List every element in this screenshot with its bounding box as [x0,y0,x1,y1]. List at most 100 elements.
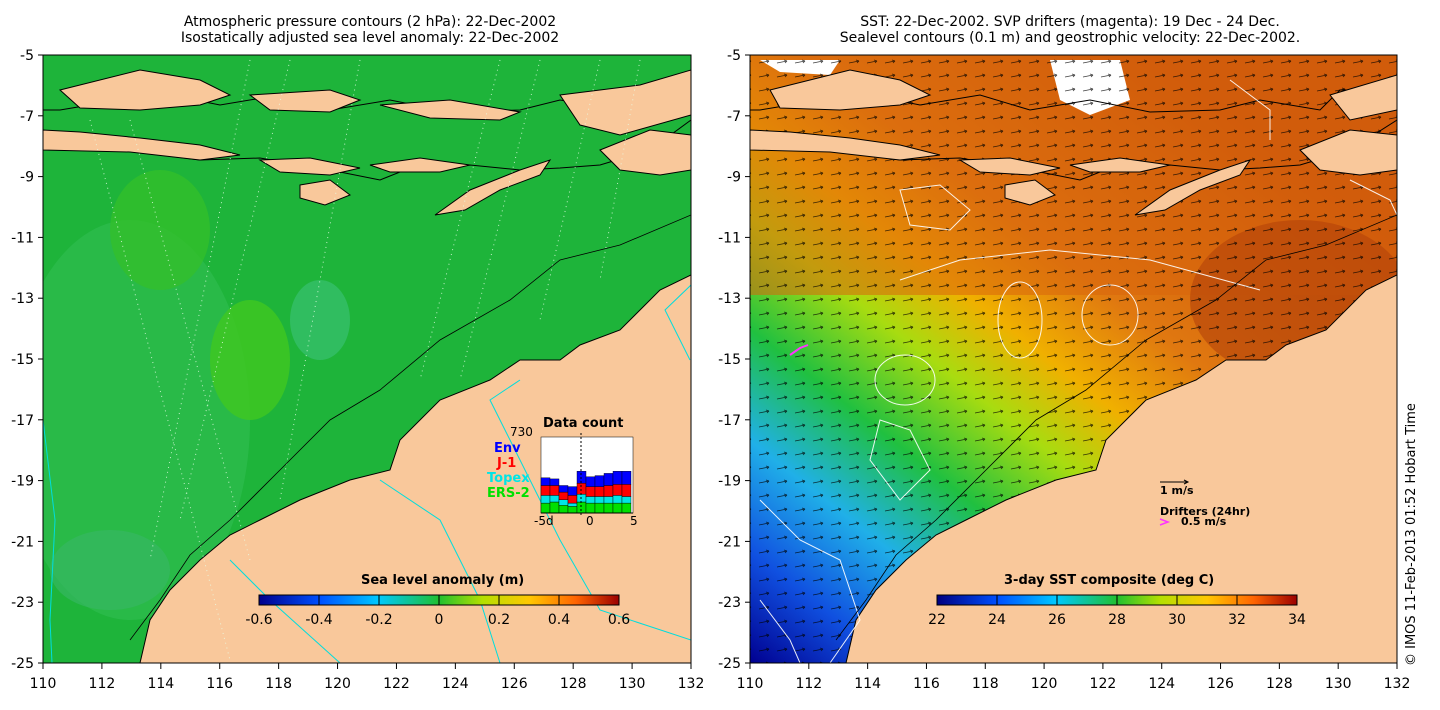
inset-bar-segment [585,476,596,487]
inset-bar-segment [603,496,614,504]
right-lat-tick-label: -13 [718,291,741,307]
left-lon-tick-label: 128 [560,676,587,692]
right-lon-tick-label: 116 [913,676,940,692]
right-lon-tick-label: 130 [1325,676,1352,692]
inset-bar-segment [621,471,632,485]
anomaly-colorbar-tick-label: 0.4 [548,612,570,628]
left-lat-tick-label: -19 [11,474,34,490]
inset-bar-segment [549,495,560,503]
right-lat-tick-label: -11 [718,230,741,246]
right-lat-tick-label: -5 [727,48,741,64]
right-lat-tick-label: -9 [727,170,741,186]
right-lat-tick-label: -25 [718,656,741,672]
left-lon-tick-label: 114 [147,676,174,692]
left-lat-tick-label: -15 [11,352,34,368]
right-lon-tick-label: 124 [1148,676,1175,692]
right-lon-tick-label: 132 [1384,676,1411,692]
velocity-scale-label: 1 m/s [1160,484,1194,497]
imos-credit: © IMOS 11-Feb-2013 01:52 Hobart Time [1404,403,1419,666]
right-lat-tick-label: -17 [718,413,741,429]
left-lon-tick-label: 130 [619,676,646,692]
inset-bar-segment [540,495,551,504]
left-lon-tick-label: 110 [30,676,57,692]
sst-colorbar-tick-label: 30 [1168,612,1186,628]
inset-bar-segment [549,501,560,514]
left-lat-tick-label: -5 [20,48,34,64]
inset-bar-segment [540,485,551,496]
right-lat-tick-label: -23 [718,595,741,611]
anomaly-colorbar-label: Sea level anomaly (m) [361,573,525,588]
right-title-line2: Sealevel contours (0.1 m) and geostrophi… [839,30,1301,46]
right-lon-tick-label: 122 [1090,676,1117,692]
inset-x-tick-label: -5d [534,514,554,528]
right-lat-tick-label: -7 [727,109,741,125]
inset-legend-item: Topex [487,471,530,486]
anomaly-colorbar-tick-label: -0.6 [245,612,272,628]
data-count-inset [540,433,634,515]
inset-bar-segment [612,471,623,485]
left-lat-tick-label: -21 [11,534,34,550]
right-lon-tick-label: 110 [737,676,764,692]
inset-bar-segment [621,502,632,514]
left-panel-title: Atmospheric pressure contours (2 hPa): 2… [40,14,700,46]
left-lon-tick-label: 118 [265,676,292,692]
anomaly-colorbar-tick-label: 0.2 [488,612,510,628]
inset-bar-segment [549,485,560,496]
sst-map [750,55,1397,663]
inset-bar-segment [540,502,551,514]
inset-title: Data count [543,416,624,431]
right-lon-tick-label: 114 [854,676,881,692]
inset-bar-segment [567,506,578,514]
sst-colorbar-tick-label: 24 [988,612,1006,628]
inset-bar-segment [594,486,605,497]
left-lat-tick-label: -11 [11,230,34,246]
inset-bar-segment [612,495,623,504]
right-lon-tick-label: 118 [972,676,999,692]
left-lat-tick-label: -7 [20,109,34,125]
inset-bar-segment [540,477,551,486]
left-lat-tick-label: -9 [20,170,34,186]
left-lat-tick-label: -17 [11,413,34,429]
inset-bar-segment [558,505,569,514]
inset-bar-segment [612,484,623,496]
anomaly-colorbar-tick-label: -0.4 [305,612,332,628]
inset-bar-segment [567,502,578,507]
inset-bar-segment [567,495,578,504]
right-lat-tick-label: -15 [718,352,741,368]
inset-bar-segment [567,486,578,496]
inset-bar-segment [621,484,632,497]
inset-bar-segment [558,491,569,501]
right-lat-tick-label: -21 [718,534,741,550]
right-panel-title: SST: 22-Dec-2002. SVP drifters (magenta)… [740,14,1400,46]
sst-colorbar-label: 3-day SST composite (deg C) [1004,573,1215,588]
inset-legend-item: ERS-2 [487,486,530,501]
inset-bar-segment [603,485,614,497]
inset-bar-segment [549,478,560,486]
inset-x-tick-label: 5 [630,514,638,528]
right-lat-tick-label: -19 [718,474,741,490]
sst-colorbar-tick-label: 34 [1288,612,1306,628]
right-lon-tick-label: 112 [795,676,822,692]
left-lon-tick-label: 126 [501,676,528,692]
inset-bar-segment [558,499,569,506]
inset-bar-segment [558,485,569,493]
sea-level-anomaly-map [43,55,691,663]
inset-bar-segment [594,496,605,504]
left-lon-tick-label: 116 [206,676,233,692]
drifter-scale-arrow [1159,518,1171,526]
inset-bar-segment [603,473,614,486]
left-title-line2: Isostatically adjusted sea level anomaly… [180,30,560,46]
inset-bar-segment [594,475,605,487]
inset-count: 730 [510,425,533,439]
right-lon-tick-label: 126 [1207,676,1234,692]
left-lon-tick-label: 124 [442,676,469,692]
inset-bar-segment [576,483,587,495]
inset-bar-segment [585,496,596,504]
inset-bar-segment [576,501,587,514]
sst-colorbar-tick-label: 32 [1228,612,1246,628]
inset-legend-item: J-1 [497,456,517,471]
left-lon-tick-label: 122 [383,676,410,692]
drifter-speed-label: 0.5 m/s [1181,515,1227,528]
left-title-line1: Atmospheric pressure contours (2 hPa): 2… [183,14,557,30]
inset-bar-segment [612,502,623,514]
